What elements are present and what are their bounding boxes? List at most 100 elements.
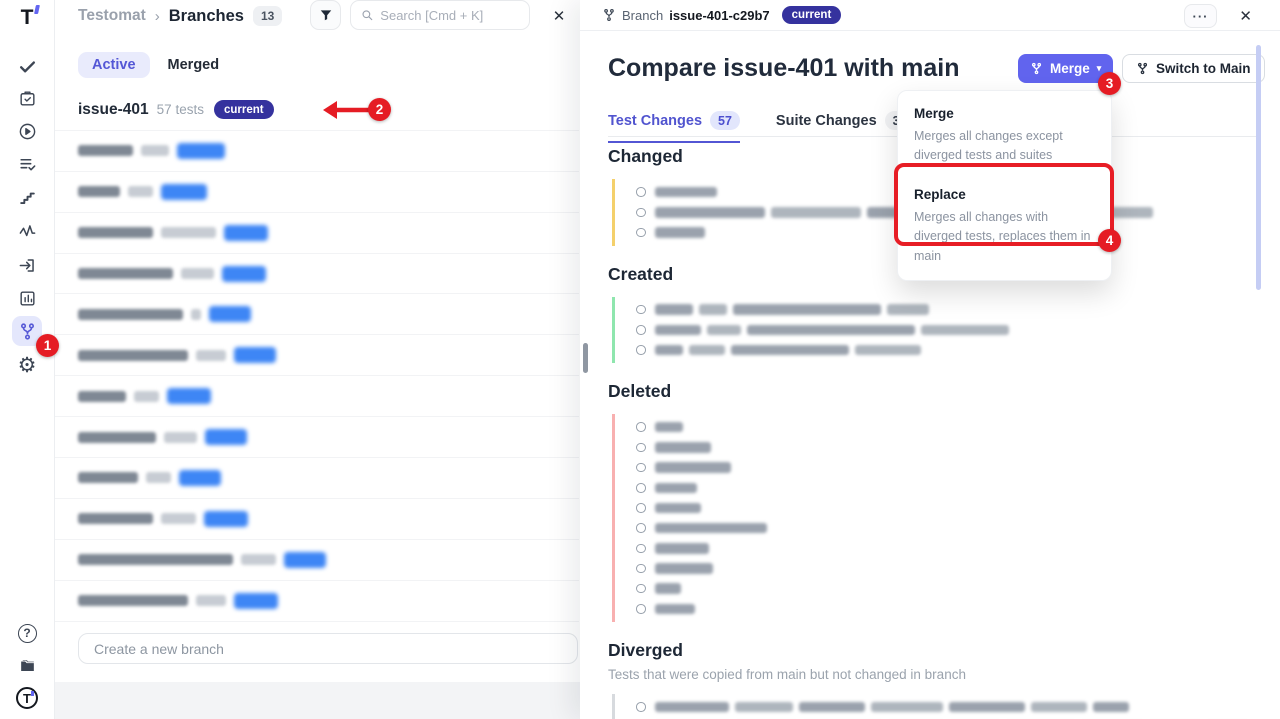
test-plan-icon[interactable]	[14, 85, 40, 111]
test-item[interactable]	[636, 417, 1248, 437]
redacted-test-count	[191, 308, 201, 320]
redacted-test-count	[161, 227, 216, 239]
dropdown-item-description: Merges all changes with diverged tests, …	[914, 209, 1091, 263]
redacted-test-title	[654, 304, 693, 315]
test-item[interactable]	[636, 182, 1248, 202]
section-diverged: Diverged Tests that were copied from main…	[608, 640, 1248, 719]
redacted-test-title	[654, 324, 701, 336]
panel-resize-handle[interactable]	[583, 343, 588, 373]
dropdown-item-description: Merges all changes except diverged tests…	[914, 129, 1063, 163]
test-item[interactable]	[636, 320, 1248, 340]
tab-count-badge: 57	[710, 111, 740, 130]
test-item[interactable]	[636, 222, 1248, 242]
tab-suite-changes[interactable]: Suite Changes 3	[776, 111, 908, 141]
test-item[interactable]	[636, 579, 1248, 599]
filter-button[interactable]	[310, 0, 341, 30]
branch-icon	[604, 9, 614, 21]
tasks-check-icon[interactable]	[14, 53, 40, 79]
branch-row-redacted[interactable]	[55, 335, 579, 377]
redacted-status-badge	[167, 388, 211, 405]
branch-row-redacted[interactable]	[55, 294, 579, 336]
redacted-branch-name	[78, 390, 126, 402]
branch-row-redacted[interactable]	[55, 213, 579, 254]
help-icon[interactable]: ?	[14, 620, 40, 646]
dropdown-item-title: Merge	[914, 106, 954, 121]
redacted-test-count	[161, 513, 196, 525]
redacted-test-title	[654, 701, 729, 713]
dropdown-item-replace[interactable]: Replace Merges all changes with diverged…	[898, 176, 1111, 276]
redacted-test-title	[654, 603, 695, 615]
logo-t-glyph: T	[21, 5, 41, 30]
test-item[interactable]	[636, 300, 1248, 320]
create-branch-input[interactable]	[78, 633, 578, 664]
search-box[interactable]	[350, 0, 530, 30]
branch-row-redacted[interactable]	[55, 458, 579, 499]
tab-active[interactable]: Active	[78, 52, 150, 78]
test-item[interactable]	[636, 518, 1248, 538]
merge-button[interactable]: Merge ▾	[1018, 54, 1114, 83]
test-item-bullet-icon	[636, 462, 646, 473]
test-item-bullet-icon	[636, 503, 646, 513]
branch-name[interactable]: issue-401	[78, 100, 149, 118]
analytics-icon[interactable]	[14, 285, 40, 311]
more-options-button[interactable]: ···	[1184, 4, 1217, 28]
test-item[interactable]	[636, 478, 1248, 498]
test-item-bullet-icon	[636, 523, 646, 533]
breadcrumb-project[interactable]: Testomat	[78, 7, 146, 24]
pulse-icon[interactable]	[14, 218, 40, 244]
annotation-badge-3: 3	[1098, 72, 1121, 95]
overlay-scrollbar[interactable]	[1256, 45, 1261, 290]
run-icon[interactable]	[14, 118, 40, 144]
breadcrumb: Testomat › Branches 13	[78, 6, 283, 26]
redacted-test-title	[654, 442, 711, 453]
test-item[interactable]	[636, 437, 1248, 457]
test-item[interactable]	[636, 697, 1248, 717]
redacted-test-title	[948, 701, 1025, 713]
test-item[interactable]	[636, 558, 1248, 578]
branch-row-current[interactable]: issue-401 57 tests current	[55, 90, 579, 131]
redacted-test-title	[654, 421, 683, 433]
branch-row-redacted[interactable]	[55, 254, 579, 295]
branch-row-redacted[interactable]	[55, 499, 579, 540]
redacted-test-title	[698, 304, 727, 315]
branch-row-redacted[interactable]	[55, 581, 579, 622]
branch-row-redacted[interactable]	[55, 131, 579, 172]
branch-row-redacted[interactable]	[55, 540, 579, 581]
branch-row-redacted[interactable]	[55, 172, 579, 213]
test-item[interactable]	[636, 599, 1248, 619]
switch-to-main-button[interactable]: Switch to Main	[1122, 54, 1265, 83]
search-input[interactable]	[380, 7, 519, 23]
branch-count-badge: 13	[252, 6, 283, 26]
tab-test-changes[interactable]: Test Changes 57	[608, 111, 740, 143]
dropdown-item-merge[interactable]: Merge Merges all changes except diverged…	[898, 95, 1111, 176]
testomat-logo-icon[interactable]: T	[14, 5, 41, 31]
test-item[interactable]	[636, 498, 1248, 518]
close-icon[interactable]: ✕	[552, 8, 566, 25]
projects-folder-icon[interactable]	[14, 652, 40, 678]
branch-list: issue-401 57 tests current	[55, 90, 579, 622]
test-item[interactable]	[636, 340, 1248, 360]
sidebar: T 1 ⚙ ?	[0, 0, 59, 719]
redacted-branch-name	[78, 227, 153, 239]
overlay-close-icon[interactable]: ✕	[1239, 8, 1252, 25]
test-item[interactable]	[636, 458, 1248, 478]
tab-label: Suite Changes	[775, 112, 877, 129]
redacted-test-title	[1092, 701, 1129, 713]
checklist-icon[interactable]	[14, 151, 40, 177]
compare-panel-header: Branch issue-401-c29b7 current	[580, 0, 1280, 31]
settings-gear-icon[interactable]: ⚙	[14, 352, 40, 378]
branch-row-redacted[interactable]	[55, 376, 579, 418]
branch-row-redacted[interactable]	[55, 417, 579, 459]
test-item-bullet-icon	[636, 702, 646, 712]
redacted-branch-name	[78, 268, 173, 279]
account-logo-icon[interactable]: T	[14, 685, 40, 711]
redacted-test-count	[128, 186, 153, 198]
compare-title: Compare issue-401 with main	[608, 54, 960, 82]
redacted-test-title	[654, 186, 717, 198]
tab-merged[interactable]: Merged	[167, 57, 220, 73]
panel-close-tab[interactable]: ✕	[538, 0, 580, 88]
steps-icon[interactable]	[14, 184, 40, 210]
dots-icon: ···	[1192, 8, 1209, 24]
test-item[interactable]	[636, 538, 1248, 558]
import-icon[interactable]	[14, 252, 40, 278]
